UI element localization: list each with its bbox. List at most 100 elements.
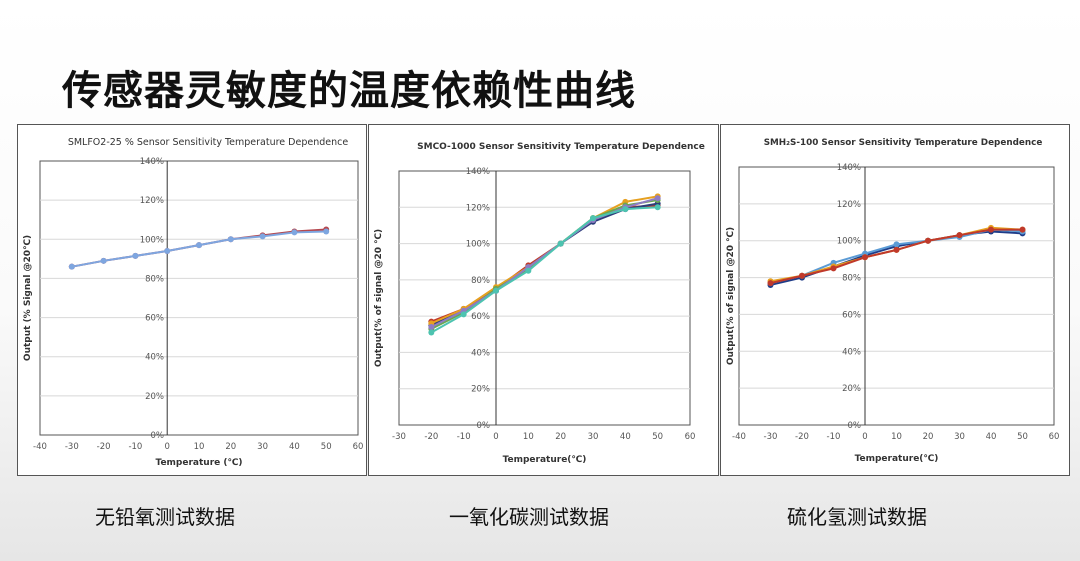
x-axis-label: Temperature(℃) <box>855 454 939 464</box>
x-tick-label: 10 <box>194 442 205 452</box>
chart-title: SMCO-1000 Sensor Sensitivity Temperature… <box>417 142 705 152</box>
plot-area <box>39 160 359 436</box>
series-line <box>430 206 658 334</box>
x-tick-label: -20 <box>97 442 111 452</box>
x-tick-label: 40 <box>289 442 300 452</box>
data-point <box>799 272 805 279</box>
data-point <box>893 241 900 248</box>
data-point <box>862 254 868 261</box>
x-tick-label: 60 <box>685 432 696 442</box>
data-point <box>654 204 661 211</box>
y-axis-label: Output(% of signal @20 ℃) <box>726 227 736 365</box>
data-point <box>493 287 499 294</box>
x-tick-label: 0 <box>862 432 867 442</box>
y-tick-label: 120% <box>837 200 861 210</box>
caption-lead-free-oxygen: 无铅氧测试数据 <box>95 505 235 529</box>
x-tick-label: -40 <box>33 442 47 452</box>
x-axis-label: Temperature(℃) <box>503 455 587 465</box>
page-title: 传感器灵敏度的温度依赖性曲线 <box>62 68 636 114</box>
chart-svg: 0% 20% 40% 60% 80% 100% 120% 140% -30 -20 -10 0 10 20… <box>374 142 705 465</box>
data-point <box>925 237 931 244</box>
caption-carbon-monoxide: 一氧化碳测试数据 <box>449 505 609 529</box>
x-tick-label: 10 <box>891 432 902 442</box>
x-tick-label: 40 <box>986 432 997 442</box>
y-tick-label: 60% <box>471 312 490 322</box>
x-tick-label: 30 <box>257 442 268 452</box>
x-tick-label: -30 <box>392 432 406 442</box>
data-point <box>1019 226 1026 233</box>
x-tick-label: 0 <box>493 432 498 442</box>
data-point <box>68 263 75 270</box>
chart-svg: 0% 20% 40% 60% 80% 100% 120% 140% -40 -30 -20 -10 0 1… <box>726 138 1059 464</box>
data-point <box>460 311 467 318</box>
data-point <box>227 236 234 243</box>
data-point <box>291 229 298 236</box>
y-tick-label: 80% <box>145 274 164 284</box>
x-tick-label: 60 <box>353 442 364 452</box>
series-line <box>430 197 658 328</box>
chart-svg: 0% 20% 40% 60% 80% 100% 120% 140% -40 -30 -20 -10 0 1… <box>23 137 364 468</box>
y-axis-label: Output(% of signal @20 ℃) <box>374 229 384 367</box>
x-tick-label: 20 <box>225 442 236 452</box>
x-tick-label: 20 <box>923 432 934 442</box>
data-point <box>428 329 435 336</box>
data-point <box>557 240 564 247</box>
data-point <box>988 226 994 233</box>
data-point <box>767 280 774 287</box>
y-tick-label: 80% <box>471 276 490 286</box>
y-tick-label: 40% <box>471 348 490 358</box>
caption-hydrogen-sulfide: 硫化氢测试数据 <box>787 505 927 529</box>
x-tick-label: -10 <box>128 442 142 452</box>
y-tick-label: 0% <box>848 421 862 431</box>
x-tick-label: -40 <box>732 432 746 442</box>
chart-panel-carbon-monoxide: 0% 20% 40% 60% 80% 100% 120% 140% -30 -20 -10 0 10 20… <box>368 124 719 476</box>
y-tick-label: 140% <box>140 157 164 167</box>
y-tick-label: 60% <box>842 310 861 320</box>
y-tick-label: 40% <box>842 347 861 357</box>
data-point <box>590 215 596 222</box>
x-tick-label: -30 <box>65 442 79 452</box>
y-tick-label: 0% <box>151 431 165 441</box>
x-tick-label: 20 <box>555 432 566 442</box>
y-tick-label: 0% <box>477 421 491 431</box>
x-tick-label: 10 <box>523 432 534 442</box>
plot-area <box>738 166 1055 426</box>
x-tick-label: 50 <box>652 432 663 442</box>
x-tick-label: 50 <box>1017 432 1028 442</box>
data-point <box>654 195 661 202</box>
data-point <box>830 265 837 272</box>
data-point <box>259 233 266 240</box>
x-tick-label: 0 <box>164 442 169 452</box>
data-point <box>622 206 629 213</box>
x-tick-label: 40 <box>620 432 631 442</box>
chart-title: SMLFO2-25 % Sensor Sensitivity Temperatu… <box>68 137 349 148</box>
data-point <box>196 242 202 249</box>
y-tick-label: 100% <box>837 237 861 247</box>
x-tick-label: 30 <box>954 432 965 442</box>
chart-panel-lead-free-oxygen: 0% 20% 40% 60% 80% 100% 120% 140% -40 -30 -20 -10 0 1… <box>17 124 367 476</box>
y-tick-label: 80% <box>842 274 861 284</box>
data-point <box>893 246 900 253</box>
y-tick-label: 20% <box>842 384 861 394</box>
x-tick-label: -10 <box>457 432 471 442</box>
y-axis-label: Output (% Signal @20℃) <box>23 235 33 361</box>
y-tick-label: 20% <box>145 392 164 402</box>
plot-area <box>398 170 691 426</box>
y-tick-label: 40% <box>145 353 164 363</box>
y-tick-label: 60% <box>145 314 164 324</box>
x-tick-label: -30 <box>764 432 778 442</box>
y-tick-label: 100% <box>466 240 490 250</box>
chart-panel-hydrogen-sulfide: 0% 20% 40% 60% 80% 100% 120% 140% -40 -30 -20 -10 0 1… <box>720 124 1070 476</box>
data-point <box>132 252 139 259</box>
x-tick-label: -10 <box>827 432 841 442</box>
data-point <box>956 232 963 239</box>
data-point <box>525 267 532 274</box>
data-point <box>428 324 435 331</box>
y-tick-label: 140% <box>466 167 490 177</box>
y-tick-label: 20% <box>471 385 490 395</box>
y-tick-label: 120% <box>140 196 164 206</box>
x-tick-label: -20 <box>424 432 438 442</box>
data-point <box>164 248 171 255</box>
x-tick-label: 30 <box>588 432 599 442</box>
data-point <box>100 257 107 264</box>
